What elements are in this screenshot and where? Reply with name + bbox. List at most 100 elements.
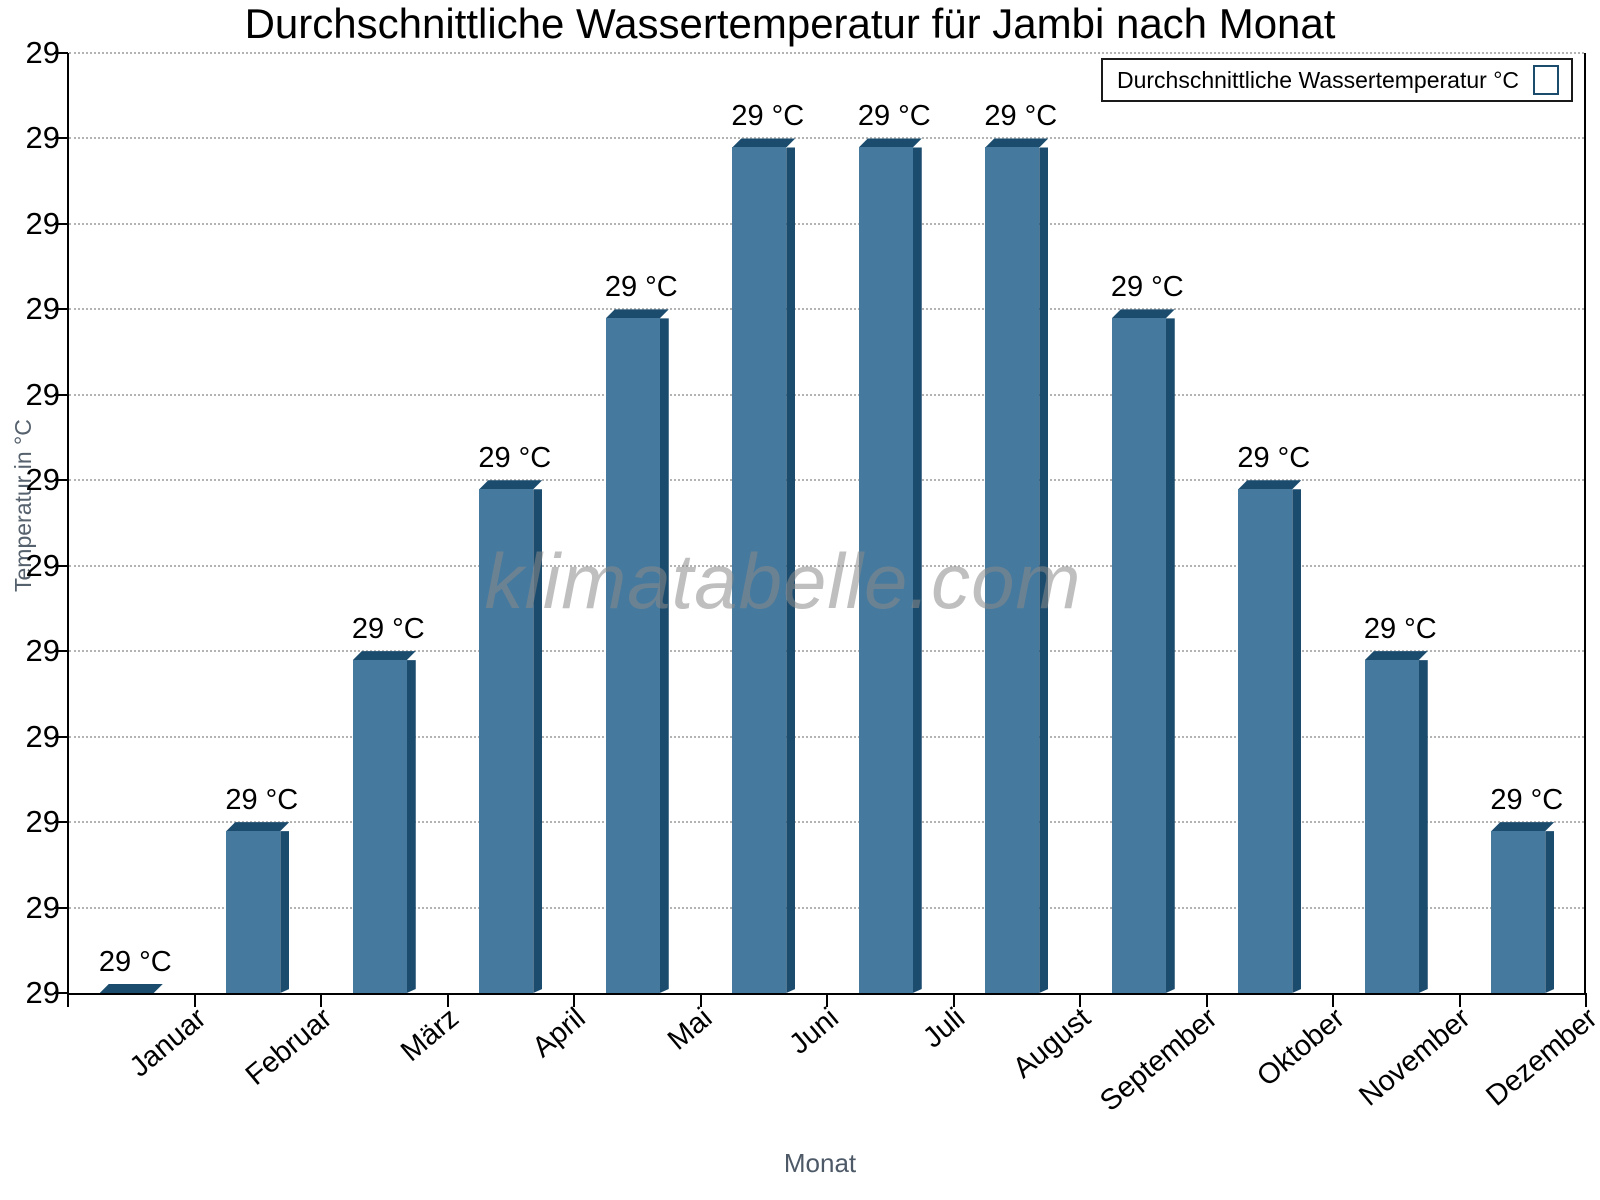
bar-face xyxy=(1491,831,1546,993)
y-axis-tick-label: 29 xyxy=(25,889,60,925)
x-axis-category-label: Februar xyxy=(239,1002,339,1092)
bar-top xyxy=(732,138,796,148)
bar-top xyxy=(99,984,163,993)
bar-top xyxy=(479,480,543,490)
bar xyxy=(985,138,1049,993)
x-axis-category-label: Dezember xyxy=(1480,1002,1600,1113)
gridline xyxy=(69,222,1584,225)
y-axis-tick-label: 29 xyxy=(25,547,60,583)
x-axis-tick xyxy=(446,993,449,1007)
y-axis-tick xyxy=(54,735,68,738)
x-axis-tick xyxy=(67,993,69,1007)
x-axis-tick xyxy=(1332,993,1334,1007)
bar-top xyxy=(226,822,290,832)
bar-top xyxy=(605,309,669,319)
y-axis-tick xyxy=(54,479,68,482)
legend-swatch xyxy=(1533,65,1559,95)
bar-face xyxy=(605,318,660,993)
plot-right-border xyxy=(1584,53,1586,995)
bar xyxy=(1491,822,1555,993)
x-axis-category-label: Juli xyxy=(916,1002,971,1055)
chart-title: Durchschnittliche Wassertemperatur für J… xyxy=(244,0,1336,47)
y-axis-tick xyxy=(54,222,68,225)
x-axis-category-label: März xyxy=(394,1002,465,1068)
y-axis-tick-label: 29 xyxy=(25,376,60,412)
gridline xyxy=(69,564,1584,567)
x-axis-tick xyxy=(952,993,955,1007)
bar xyxy=(99,984,163,993)
y-axis-tick xyxy=(54,906,68,909)
bar-side xyxy=(913,147,922,993)
gridline xyxy=(69,52,1584,54)
x-axis-category-label: August xyxy=(1007,1002,1098,1085)
x-axis-tick xyxy=(320,993,322,1007)
bar xyxy=(732,138,796,993)
x-axis-category-label: Oktober xyxy=(1250,1002,1351,1093)
bar-top xyxy=(1111,309,1175,319)
gridline xyxy=(69,393,1584,396)
bar-face xyxy=(352,660,407,993)
legend: Durchschnittliche Wassertemperatur °C xyxy=(1100,58,1573,102)
bar-side xyxy=(280,831,289,993)
bar xyxy=(605,309,669,993)
bar-side xyxy=(1419,660,1428,993)
gridline xyxy=(69,308,1584,311)
y-axis-tick-label: 29 xyxy=(25,462,60,498)
bar-value-label: 29 °C xyxy=(351,613,425,646)
gridline xyxy=(69,137,1584,140)
gridline xyxy=(69,906,1584,909)
y-axis-tick-label: 29 xyxy=(25,120,60,156)
y-axis-tick-label: 29 xyxy=(25,975,60,1010)
y-axis-tick xyxy=(54,137,68,140)
x-axis-category-label: Mai xyxy=(661,1002,718,1057)
bar-face xyxy=(732,147,787,993)
bar-side xyxy=(1166,318,1175,993)
x-axis-category-label: Juni xyxy=(782,1002,845,1061)
watermark: klimatabelle.com xyxy=(484,537,1082,625)
bar-top xyxy=(1364,651,1428,661)
bar-value-label: 29 °C xyxy=(984,100,1058,133)
bar-value-label: 29 °C xyxy=(98,946,172,978)
bar-value-label: 29 °C xyxy=(1110,271,1184,304)
bar-side xyxy=(407,660,416,993)
y-axis-tick-label: 29 xyxy=(25,205,60,241)
y-axis-tick-label: 29 xyxy=(25,35,60,70)
bar xyxy=(479,480,543,993)
x-axis-tick xyxy=(699,993,702,1007)
bar-face xyxy=(1364,660,1419,993)
gridline xyxy=(69,650,1584,653)
gridline xyxy=(69,735,1584,738)
bar-side xyxy=(660,318,669,993)
y-axis-tick xyxy=(54,650,68,653)
bar-top xyxy=(352,651,416,661)
x-axis-tick xyxy=(573,993,575,1007)
bar-face xyxy=(858,147,913,993)
bar-value-label: 29 °C xyxy=(225,784,299,817)
bar xyxy=(858,138,922,993)
x-axis-category-label: April xyxy=(526,1002,592,1064)
bar-value-label: 29 °C xyxy=(1490,784,1564,817)
bar-value-label: 29 °C xyxy=(478,442,552,475)
y-axis-tick xyxy=(54,992,68,994)
y-axis-tick xyxy=(54,52,68,54)
x-axis-title: Monat xyxy=(783,1148,857,1178)
x-axis-tick xyxy=(1585,993,1587,1007)
y-axis-tick-label: 29 xyxy=(25,804,60,840)
bar xyxy=(1238,480,1302,993)
gridline xyxy=(69,821,1584,824)
x-axis-category-label: November xyxy=(1353,1002,1477,1113)
x-axis-tick xyxy=(1079,993,1081,1007)
bar-top xyxy=(985,138,1049,148)
bar-value-label: 29 °C xyxy=(857,100,931,133)
y-axis-line xyxy=(67,53,69,995)
bar-value-label: 29 °C xyxy=(1237,442,1311,475)
bar xyxy=(352,651,416,993)
x-axis-category-label: Januar xyxy=(123,1002,212,1084)
bar-side xyxy=(533,489,542,993)
bar-face xyxy=(1238,489,1293,993)
bar-value-label: 29 °C xyxy=(1363,613,1437,646)
bar-top xyxy=(858,138,922,148)
bar-face xyxy=(985,147,1040,993)
x-axis-tick xyxy=(193,993,196,1007)
